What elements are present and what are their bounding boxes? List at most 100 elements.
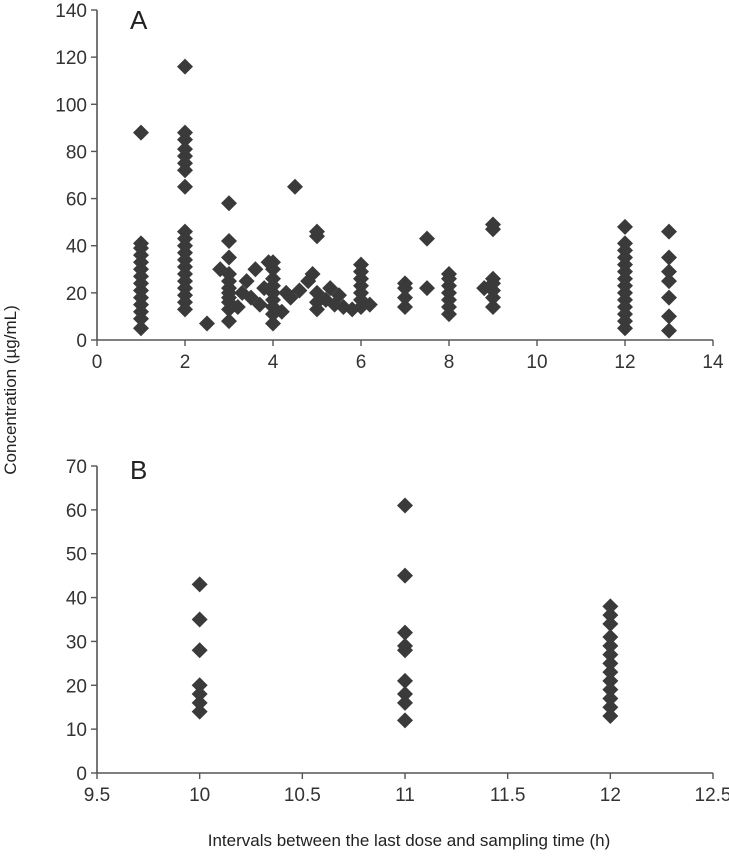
panel-a-data-point <box>419 280 435 297</box>
panel-b-data-point <box>602 664 619 681</box>
panel-b-data-point <box>191 694 208 711</box>
panel-a-y-tick-label: 40 <box>66 237 87 258</box>
panel-b-data-point <box>191 611 208 628</box>
panel-a-data-point <box>617 235 633 252</box>
panel-a-data-point <box>238 273 255 290</box>
panel-a-data-point <box>661 289 677 306</box>
panel-a-data-point <box>265 270 281 287</box>
panel-b-data-point <box>397 497 413 514</box>
panel-a-data-point <box>177 58 193 75</box>
panel-a-data-point <box>397 299 413 315</box>
panel-a-data-point <box>221 195 237 212</box>
x-axis-title: Intervals between the last dose and samp… <box>208 831 611 850</box>
panel-a-x-tick-label: 14 <box>702 352 724 373</box>
panel-b-data-point <box>397 672 413 689</box>
panel-a-data-point <box>441 266 457 282</box>
panel-a-label: A <box>130 5 148 35</box>
panel-a-y-tick-label: 60 <box>66 190 87 211</box>
panel-b-data-point <box>602 607 619 624</box>
panel-a: A 0 20 40 60 80 100 120 140 0 2 4 6 8 10 12 14 <box>55 1 724 373</box>
panel-b-y-tick-label: 70 <box>66 457 87 478</box>
panel-a-data-point <box>419 230 435 247</box>
panel-b-data-point <box>602 637 619 654</box>
panel-a-data-point <box>304 266 321 282</box>
panel-a-x-tick-label: 2 <box>180 352 191 373</box>
panel-a-y-tick-label: 100 <box>55 95 87 116</box>
panel-a-data-point <box>485 270 501 287</box>
panel-b-data-point <box>397 694 413 711</box>
panel-a-data-point <box>251 296 268 313</box>
panel-a-data-point <box>133 235 149 252</box>
panel-b-x-tick-label: 12 <box>600 785 621 806</box>
panel-b-data-point <box>191 642 208 659</box>
panel-b-x-tick-label: 11.5 <box>490 785 526 806</box>
y-axis-title: Concentration (µg/mL) <box>1 305 20 474</box>
panel-a-data-point <box>331 287 347 304</box>
panel-a-data-point <box>133 124 149 141</box>
panel-b-data-point <box>602 646 619 663</box>
panel-a-data-point <box>133 320 149 337</box>
panel-a-data-point <box>177 141 193 158</box>
panel-a-data-point <box>199 315 215 332</box>
panel-b-data-point <box>397 712 413 729</box>
panel-b-data-point <box>602 655 619 672</box>
panel-b-x-tick-label: 12.5 <box>695 785 729 806</box>
panel-b-data-point <box>397 624 413 641</box>
panel-b-y-tick-label: 10 <box>66 720 87 741</box>
panel-b-x-tick-label: 10.5 <box>284 785 321 806</box>
panel-b-data-point <box>602 699 619 716</box>
panel-a-data-point <box>221 233 237 249</box>
panel-a-data-point <box>661 263 677 280</box>
panel-b-data-point <box>191 686 208 703</box>
panel-b-data-point <box>191 576 208 593</box>
panel-b-x-tick-label: 11 <box>395 785 415 806</box>
panel-a-x-tick-label: 10 <box>526 352 547 373</box>
panel-b-y-tick-label: 40 <box>66 589 87 610</box>
panel-a-data-point <box>221 249 237 266</box>
panel-a-y-tick-label: 20 <box>66 284 87 305</box>
panel-b: B 0 10 20 30 40 50 60 70 9.5 10 10.5 11 11.5 12 12.5 <box>66 455 729 806</box>
panel-b-y-tick-label: 30 <box>66 632 87 653</box>
panel-b-data-point <box>602 681 619 698</box>
panel-b-data-point <box>191 703 208 720</box>
panel-a-data-point <box>177 178 193 195</box>
panel-a-data-point <box>661 308 677 325</box>
panel-b-y-tick-label: 20 <box>66 676 87 697</box>
panel-a-data-point <box>229 299 246 315</box>
panel-b-x-tick-label: 10 <box>189 785 210 806</box>
panel-b-data-point <box>602 629 619 646</box>
panel-b-data-point <box>602 690 619 707</box>
panel-a-x-tick-label: 12 <box>614 352 635 373</box>
panel-a-x-tick-label: 4 <box>268 352 279 373</box>
panel-a-y-tick-label: 0 <box>76 331 87 352</box>
panel-a-y-tick-label: 140 <box>55 1 87 22</box>
panel-b-data-point <box>397 567 413 584</box>
panel-a-data-point <box>661 273 677 290</box>
panel-a-data-point <box>177 223 193 240</box>
panel-b-y-tick-label: 50 <box>66 545 87 566</box>
panel-a-data-point <box>353 256 369 273</box>
panel-a-data-point <box>661 223 677 240</box>
panel-a-data-point <box>485 299 501 315</box>
panel-a-x-tick-label: 8 <box>444 352 455 373</box>
panel-b-data-point <box>397 637 413 654</box>
panel-b-data-point <box>602 598 619 615</box>
panel-b-y-tick-label: 0 <box>76 764 87 785</box>
panel-a-data-point <box>485 216 501 233</box>
panel-a-y-tick-label: 120 <box>55 48 87 69</box>
panel-b-data-point <box>602 707 619 724</box>
panel-a-data-point <box>397 275 413 292</box>
panel-a-data-point <box>177 124 193 141</box>
panel-a-x-tick-label: 0 <box>92 352 103 373</box>
panel-b-y-tick-label: 60 <box>66 501 87 522</box>
panel-a-data-point <box>291 282 308 299</box>
panel-b-data-point <box>602 615 619 632</box>
panel-a-data-point <box>273 303 290 320</box>
panel-a-data-point <box>661 322 677 339</box>
panel-b-data-point <box>191 677 208 694</box>
panel-a-data-point <box>287 178 303 195</box>
panel-a-data-point <box>361 296 378 313</box>
panel-b-x-tick-label: 9.5 <box>84 785 110 806</box>
panel-a-x-tick-label: 6 <box>356 352 367 373</box>
